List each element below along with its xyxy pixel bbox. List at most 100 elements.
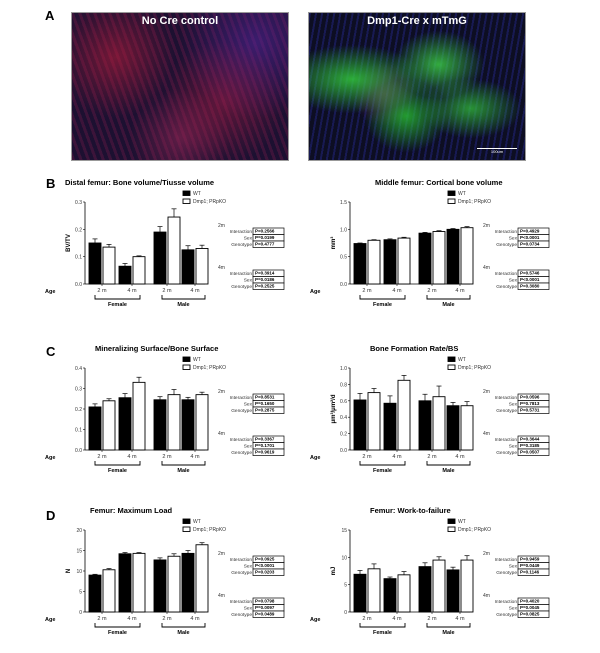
panel-label-d: D [46,508,56,523]
p-value: P=0.3367 [255,437,275,442]
x-tick-label: 4 m [190,616,200,622]
bar-ko [167,555,181,613]
bar-wt [153,399,167,451]
stat-label: Interaction [230,229,253,235]
bar-ko [132,552,146,613]
bar-ko [102,400,116,451]
group-bracket [94,461,141,466]
group-label: Female [373,630,392,636]
x-axis-label: Age [310,455,320,461]
y-tick-label: 0 [79,610,82,616]
x-tick-label: 4 m [190,454,200,460]
legend-label: WT [458,357,466,363]
stat-label: Interaction [230,271,253,277]
panel-label-c: C [46,344,56,359]
p-value: P=0.4929 [520,229,540,234]
group-label: Male [177,630,189,636]
bar-ko [460,559,474,613]
x-tick-label: 2 m [97,288,107,294]
bar-wt [446,228,460,285]
p-value-box [252,240,285,248]
legend-swatch [182,198,191,204]
group-label: Female [373,302,392,308]
stat-age-label: 2m [218,551,225,557]
stat-label: Interaction [495,599,518,605]
bar-ko [167,394,181,451]
p-value-box [517,568,550,576]
stat-label: Interaction [495,557,518,563]
x-tick-label: 2 m [362,288,372,294]
bar-ko [367,392,381,451]
x-tick-label: 4 m [127,454,137,460]
group-bracket [426,623,471,628]
stat-label: Sex [509,444,518,450]
bar-wt [118,553,132,613]
bar-ko [460,227,474,285]
group-bracket [161,623,206,628]
stat-label: Interaction [230,557,253,563]
bar-wt [446,405,460,451]
stat-label: Sex [509,606,518,612]
p-value: P=0.1146 [520,570,540,575]
y-tick-label: 0.0 [75,282,82,288]
bar-ko [367,568,381,613]
group-label: Female [108,468,127,474]
legend-label: WT [193,191,201,197]
y-axis-label: μm³/μm²/d [330,394,337,423]
x-tick-label: 2 m [97,616,107,622]
stat-label: Interaction [495,395,518,401]
chart-title: Femur: Maximum Load [90,506,173,515]
group-bracket [94,623,141,628]
group-bracket [161,461,206,466]
x-axis-label: Age [45,455,55,461]
y-tick-label: 0.6 [340,399,347,405]
stat-label: Sex [509,402,518,408]
x-tick-label: 4 m [127,616,137,622]
stat-label: Sex [244,606,253,612]
bar-wt [181,249,195,285]
x-tick-label: 2 m [162,288,172,294]
group-label: Male [442,630,454,636]
bar-ko [367,239,381,285]
bar-ko [195,544,209,613]
legend-swatch [182,190,191,196]
stat-age-label: 4m [483,431,490,437]
stat-label: Sex [244,278,253,284]
stat-label: Sex [244,444,253,450]
group-label: Male [177,468,189,474]
p-value-box [252,282,285,290]
chart-title: Middle femur: Cortical bone volume [375,178,503,187]
bar-wt [353,399,367,451]
p-value: P=0.7813 [520,401,540,406]
chart-bone-formation-rate: Bone Formation Rate/BS 0.0 0.2 0.4 0.6 0.8 1.0… [305,341,565,491]
y-tick-label: 10 [76,569,82,575]
x-tick-label: 4 m [190,288,200,294]
y-tick-label: 1.0 [340,366,347,372]
stat-age-label: 4m [483,593,490,599]
bar-ko [397,379,411,451]
bar-ko [432,559,446,613]
bar-wt [181,552,195,613]
bar-ko [397,574,411,613]
y-tick-label: 0.2 [75,407,82,413]
stat-age-label: 4m [218,431,225,437]
stat-label: Sex [244,564,253,570]
bar-ko [102,246,116,285]
group-label: Male [442,302,454,308]
y-tick-label: 0.2 [75,227,82,233]
bar-wt [88,242,102,285]
y-tick-label: 0.8 [340,382,347,388]
x-tick-label: 2 m [162,454,172,460]
x-tick-label: 4 m [127,288,137,294]
p-value: P=0.9619 [255,450,275,455]
x-axis-label: Age [45,617,55,623]
stat-age-label: 2m [483,551,490,557]
y-tick-label: 0.2 [340,432,347,438]
stat-label: Interaction [230,599,253,605]
x-tick-label: 2 m [427,454,437,460]
legend-swatch [447,364,456,370]
group-label: Male [177,302,189,308]
bar-wt [118,265,132,285]
legend-swatch [182,526,191,532]
legend-label: Dmp1; PRpKO [193,199,226,205]
